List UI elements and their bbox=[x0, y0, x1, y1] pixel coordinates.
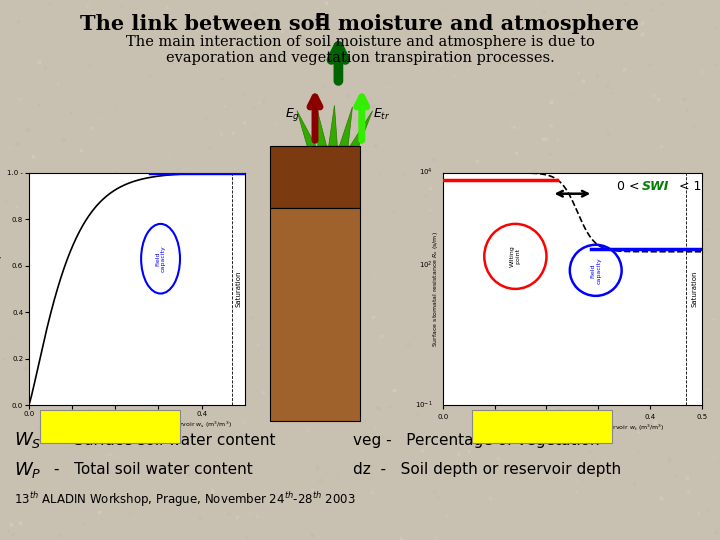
Text: bare ground: bare ground bbox=[86, 420, 163, 433]
Text: -   Surface soil water content: - Surface soil water content bbox=[54, 433, 276, 448]
Polygon shape bbox=[297, 111, 316, 146]
Text: $10^{2}$: $10^{2}$ bbox=[419, 260, 433, 271]
Text: Field
capacity: Field capacity bbox=[156, 245, 166, 272]
Text: vegetation: vegetation bbox=[518, 420, 586, 433]
Polygon shape bbox=[323, 146, 351, 324]
X-axis label: Volumetric water content of superficial reservoir $w_s$ (m$^3$/m$^3$): Volumetric water content of superficial … bbox=[42, 420, 232, 430]
X-axis label: Volumetric water content of the total reservoir $w_t$ (m$^3$/m$^3$): Volumetric water content of the total re… bbox=[481, 423, 664, 433]
Text: E: E bbox=[315, 12, 326, 30]
Text: $W_S$: $W_S$ bbox=[14, 430, 42, 450]
Polygon shape bbox=[328, 105, 337, 146]
Y-axis label: Surface relative humidity $h_s$: Surface relative humidity $h_s$ bbox=[0, 244, 4, 334]
Text: Wp: Wp bbox=[491, 420, 513, 433]
Text: Saturation: Saturation bbox=[691, 271, 697, 307]
Text: $10^{4}$: $10^{4}$ bbox=[418, 167, 433, 178]
Y-axis label: Surface stomatal resistance $R_s$ (s/m): Surface stomatal resistance $R_s$ (s/m) bbox=[431, 231, 440, 347]
Text: Field
capacity: Field capacity bbox=[590, 257, 601, 284]
Text: The main interaction of soil moisture and atmosphere is due to: The main interaction of soil moisture an… bbox=[125, 35, 595, 49]
Text: dz  -   Soil depth or reservoir depth: dz - Soil depth or reservoir depth bbox=[353, 462, 621, 477]
Text: $10^{-1}$: $10^{-1}$ bbox=[415, 400, 433, 410]
Text: $13^{th}$ ALADIN Workshop, Prague, November 24$^{th}$-28$^{th}$ 2003: $13^{th}$ ALADIN Workshop, Prague, Novem… bbox=[14, 490, 356, 509]
Text: The link between soil moisture and atmosphere: The link between soil moisture and atmos… bbox=[81, 14, 639, 33]
Text: < 1: < 1 bbox=[679, 180, 701, 193]
Text: evaporation and vegetation transpiration processes.: evaporation and vegetation transpiration… bbox=[166, 51, 554, 65]
Text: 0 <: 0 < bbox=[617, 180, 640, 193]
Text: Wilting
point: Wilting point bbox=[510, 246, 521, 267]
Text: $E_g$: $E_g$ bbox=[286, 106, 301, 123]
Text: Ws: Ws bbox=[315, 167, 338, 181]
Text: -   Total soil water content: - Total soil water content bbox=[54, 462, 253, 477]
Polygon shape bbox=[317, 107, 327, 146]
Text: veg -   Percentage of vegetation: veg - Percentage of vegetation bbox=[353, 433, 600, 448]
Polygon shape bbox=[351, 111, 373, 146]
Text: $E_{tr}$: $E_{tr}$ bbox=[373, 107, 390, 122]
Text: $W_P$: $W_P$ bbox=[14, 460, 42, 480]
Text: Ws: Ws bbox=[59, 420, 80, 433]
Text: SWI: SWI bbox=[642, 180, 669, 193]
Polygon shape bbox=[340, 107, 353, 146]
Text: Wp: Wp bbox=[294, 292, 319, 305]
Text: Saturation: Saturation bbox=[235, 271, 241, 307]
